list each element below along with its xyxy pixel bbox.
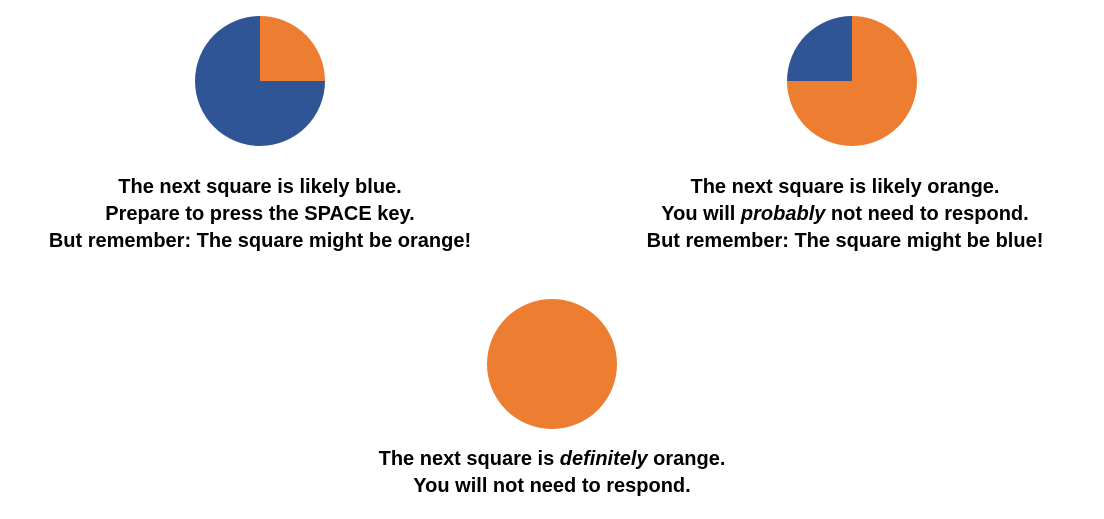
- pie-slice-blue: [195, 16, 325, 146]
- caption-line: But remember: The square might be orange…: [48, 230, 472, 252]
- caption-line: You will probably not need to respond.: [585, 201, 1104, 228]
- pie-slice-blue: [787, 16, 852, 81]
- caption-line: The next square is likely orange.: [690, 176, 1000, 198]
- caption-text: You will: [661, 203, 741, 225]
- pie-chart-definitely-orange: [487, 299, 617, 429]
- caption-text: orange.: [647, 448, 726, 470]
- caption-likely-blue: The next square is likely blue. Prepare …: [0, 174, 520, 255]
- caption-text: not need to respond.: [825, 203, 1029, 225]
- emphasis-text: probably: [740, 203, 826, 225]
- emphasis-text: definitely: [559, 448, 648, 470]
- caption-likely-orange: The next square is likely orange. You wi…: [585, 174, 1104, 255]
- caption-text: The next square is: [378, 448, 560, 470]
- pie-chart-likely-blue: [195, 16, 325, 146]
- pie-chart-likely-orange: [787, 16, 917, 146]
- caption-line: You will not need to respond.: [413, 475, 691, 497]
- pie-slice-orange: [487, 299, 617, 429]
- caption-line: The next square is likely blue.: [118, 176, 402, 198]
- caption-line: But remember: The square might be blue!: [646, 230, 1044, 252]
- pie-slice-orange: [260, 16, 325, 81]
- caption-line: The next square is definitely orange.: [292, 446, 812, 473]
- caption-line: Prepare to press the SPACE key.: [105, 203, 415, 225]
- caption-definitely-orange: The next square is definitely orange. Yo…: [292, 446, 812, 500]
